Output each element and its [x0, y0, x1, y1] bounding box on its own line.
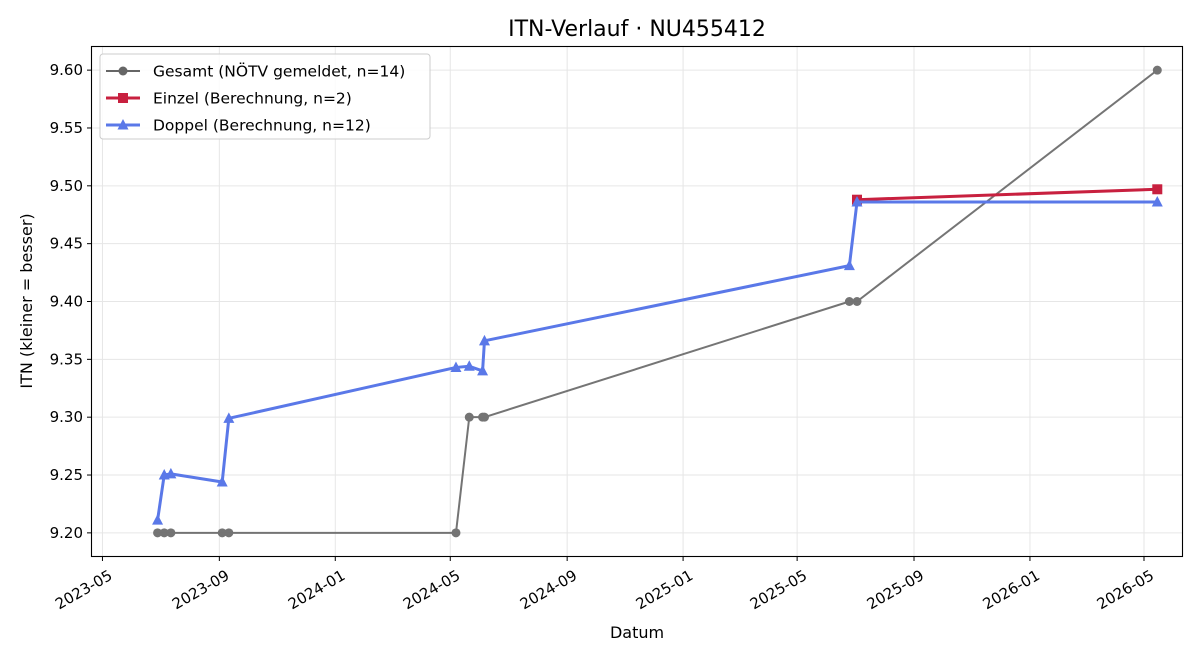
x-axis: 2023-05 2023-09 2024-01 2024-05 2024-09 2025-…	[52, 556, 1157, 613]
y-tick-label: 9.60	[50, 61, 83, 79]
data-point-gesamt	[153, 528, 163, 538]
data-point-gesamt	[217, 528, 227, 538]
y-tick-label: 9.55	[50, 119, 83, 137]
data-point-doppel	[152, 514, 164, 525]
y-axis: 9.20 9.25 9.30 9.35 9.40 9.45 9.50 9.55 9.60	[50, 61, 92, 542]
legend-marker	[118, 66, 128, 76]
x-tick-label: 2023-05	[52, 566, 115, 613]
series-line-doppel	[156, 200, 1158, 521]
data-point-gesamt	[479, 412, 489, 422]
x-tick-label: 2024-01	[285, 566, 348, 613]
x-tick-label: 2025-09	[864, 566, 927, 613]
x-tick-label: 2026-01	[980, 566, 1043, 613]
data-point-doppel	[1151, 196, 1163, 207]
y-tick-label: 9.45	[50, 235, 83, 253]
data-point-doppel	[851, 196, 863, 207]
y-axis-label: ITN (kleiner = besser)	[17, 213, 36, 388]
y-tick-label: 9.30	[50, 408, 83, 426]
legend-item-einzel: Einzel (Berechnung, n=2)	[106, 90, 352, 108]
series-line-einzel	[856, 187, 1158, 202]
y-tick-label: 9.35	[50, 350, 83, 368]
legend-marker	[117, 119, 129, 130]
x-tick-label: 2024-05	[400, 566, 463, 613]
data-point-doppel	[216, 475, 228, 487]
data-point-doppel	[463, 360, 475, 371]
data-point-gesamt	[451, 528, 461, 538]
data-point-doppel	[450, 361, 462, 372]
x-tick-label: 2023-09	[169, 566, 232, 613]
data-point-gesamt	[159, 528, 169, 538]
data-point-einzel	[1152, 184, 1163, 195]
legend-item-doppel: Doppel (Berechnung, n=12)	[106, 117, 371, 135]
x-tick-label: 2026-05	[1094, 566, 1157, 613]
data-point-doppel	[477, 364, 489, 376]
y-tick-label: 9.50	[50, 177, 83, 195]
data-point-gesamt	[464, 412, 474, 422]
data-point-doppel	[478, 334, 490, 346]
y-tick-label: 9.25	[50, 466, 83, 484]
legend-item-gesamt: Gesamt (NÖTV gemeldet, n=14)	[106, 62, 405, 81]
x-tick-label: 2025-05	[747, 566, 810, 613]
chart-title: ITN-Verlauf · NU455412	[508, 17, 766, 42]
data-point-gesamt	[166, 528, 176, 538]
data-point-gesamt	[844, 297, 854, 306]
x-tick-label: 2024-09	[517, 566, 580, 613]
legend-label: Doppel (Berechnung, n=12)	[153, 117, 371, 135]
data-point-gesamt	[852, 297, 862, 306]
legend: Gesamt (NÖTV gemeldet, n=14) Einzel (Bere…	[99, 53, 431, 140]
x-tick-label: 2025-01	[633, 566, 696, 613]
data-point-doppel	[165, 467, 177, 479]
y-tick-label: 9.40	[50, 293, 83, 311]
series-gesamt	[153, 65, 1162, 538]
data-point-gesamt	[224, 528, 234, 538]
data-point-doppel	[223, 412, 235, 423]
legend-label: Einzel (Berechnung, n=2)	[153, 90, 352, 108]
x-axis-label: Datum	[610, 623, 664, 642]
data-point-gesamt	[1152, 65, 1162, 75]
legend-label: Gesamt (NÖTV gemeldet, n=14)	[153, 62, 405, 81]
series-layer	[152, 65, 1163, 538]
legend-box	[99, 53, 431, 140]
legend-marker	[118, 93, 128, 103]
y-tick-label: 9.20	[50, 524, 83, 542]
data-point-doppel	[843, 259, 855, 271]
series-doppel	[152, 196, 1163, 525]
